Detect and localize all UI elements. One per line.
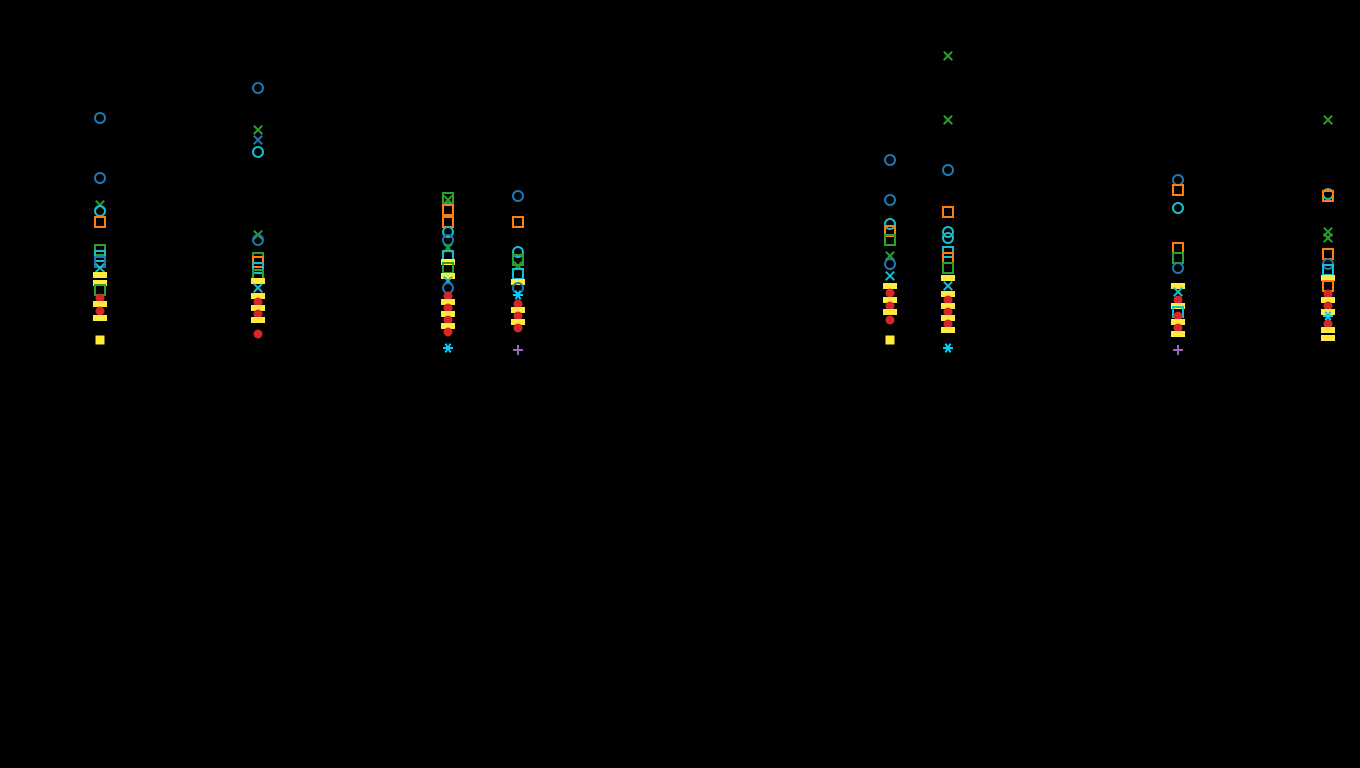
circ-marker [942, 164, 954, 176]
sq-marker [512, 216, 524, 228]
bar-marker [93, 315, 107, 321]
bar-marker [941, 327, 955, 333]
x-marker [943, 115, 953, 125]
ast-marker [513, 290, 523, 300]
fsq-marker [886, 336, 895, 345]
bar-marker [251, 317, 265, 323]
bar-marker [1171, 331, 1185, 337]
sq-marker [442, 204, 454, 216]
sq-marker [942, 262, 954, 274]
circ-marker [884, 154, 896, 166]
circ-marker [94, 112, 106, 124]
x-marker [1323, 233, 1333, 243]
sq-marker [942, 206, 954, 218]
bar-marker [93, 272, 107, 278]
sq-marker [884, 234, 896, 246]
fcirc-marker [444, 328, 453, 337]
circ-marker [252, 234, 264, 246]
circ-marker [94, 172, 106, 184]
strip-column [248, 0, 268, 768]
ast-marker [443, 343, 453, 353]
fcirc-marker [254, 330, 263, 339]
strip-column [438, 0, 458, 768]
sq-marker [1322, 190, 1334, 202]
plus-marker [1173, 345, 1183, 355]
sq-marker [94, 216, 106, 228]
fcirc-marker [514, 324, 523, 333]
circ-marker [1172, 262, 1184, 274]
x-marker [943, 51, 953, 61]
x-marker [253, 283, 263, 293]
circ-marker [512, 190, 524, 202]
fsq-marker [96, 336, 105, 345]
strip-column [1318, 0, 1338, 768]
circ-marker [252, 146, 264, 158]
strip-column [1168, 0, 1188, 768]
circ-marker [884, 194, 896, 206]
x-marker [943, 281, 953, 291]
strip-column [938, 0, 958, 768]
bar-marker [1321, 327, 1335, 333]
x-marker [253, 125, 263, 135]
x-marker [1323, 115, 1333, 125]
sq-marker [1172, 184, 1184, 196]
fcirc-marker [886, 316, 895, 325]
strip-column [508, 0, 528, 768]
plus-marker [513, 345, 523, 355]
circ-marker [1172, 202, 1184, 214]
strip-column [90, 0, 110, 768]
bar-marker [1321, 335, 1335, 341]
bar-marker [883, 309, 897, 315]
strip-column [880, 0, 900, 768]
x-marker [885, 271, 895, 281]
circ-marker [942, 232, 954, 244]
ast-marker [943, 343, 953, 353]
circ-marker [252, 82, 264, 94]
chart-canvas [0, 0, 1360, 768]
circ-marker [884, 258, 896, 270]
x-marker [253, 135, 263, 145]
